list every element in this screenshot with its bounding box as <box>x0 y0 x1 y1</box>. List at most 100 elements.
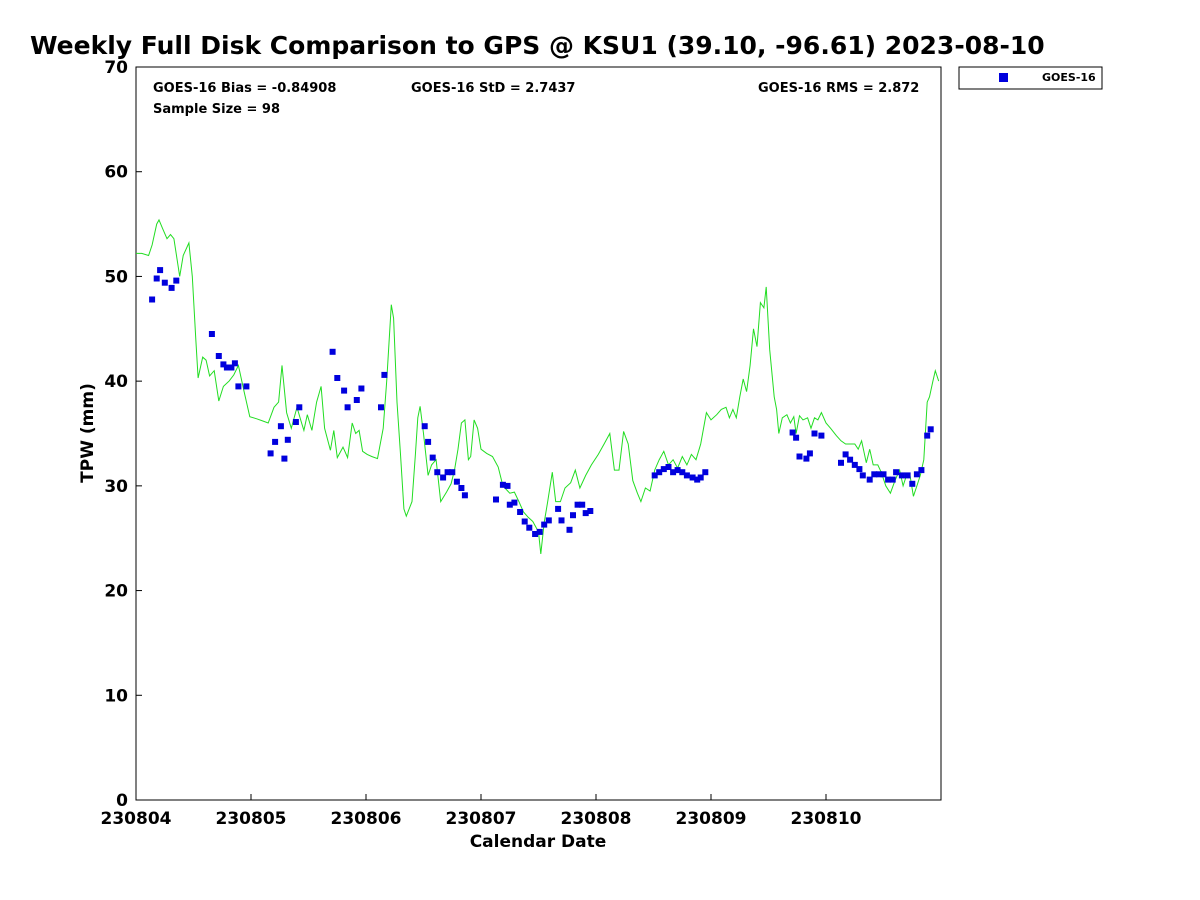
goes-16-point <box>545 517 552 524</box>
goes-16-point <box>329 348 336 355</box>
goes-16-point <box>566 526 573 533</box>
goes-16-point <box>898 472 905 479</box>
goes-16-point <box>504 482 511 489</box>
goes-16-point <box>789 429 796 436</box>
gps-series-line <box>136 218 940 554</box>
goes-16-point <box>555 505 562 512</box>
goes-16-point <box>173 277 180 284</box>
goes-16-point <box>421 423 428 430</box>
x-tick-label: 230810 <box>791 809 862 829</box>
std-stat: GOES-16 StD = 2.7437 <box>411 81 575 96</box>
goes-16-point <box>679 469 686 476</box>
goes-16-point <box>168 284 175 291</box>
goes-16-point <box>909 480 916 487</box>
goes-16-point <box>847 456 854 463</box>
rms-stat: GOES-16 RMS = 2.872 <box>758 81 919 96</box>
goes-16-point <box>665 464 672 470</box>
goes-16-point <box>670 469 677 476</box>
x-tick-label: 230807 <box>446 809 517 829</box>
goes-16-point <box>458 485 465 491</box>
goes-16-point <box>702 469 709 476</box>
goes-16-point <box>358 385 365 392</box>
goes-16-point <box>871 471 878 478</box>
goes-16-point <box>918 467 925 474</box>
goes-16-point <box>277 423 284 430</box>
goes-16-point <box>521 518 528 525</box>
goes-16-point <box>689 474 696 481</box>
goes-16-point <box>875 471 882 478</box>
goes-16-point <box>651 472 658 479</box>
goes-16-point <box>904 472 911 479</box>
goes-16-point <box>353 397 360 403</box>
goes-16-point <box>243 383 250 390</box>
goes-16-point <box>149 296 156 303</box>
x-tick-label: 230806 <box>331 809 402 829</box>
legend-marker-goes-16 <box>999 73 1008 82</box>
goes-16-point <box>927 426 934 433</box>
goes-16-point <box>574 501 581 508</box>
goes-16-point <box>341 387 348 394</box>
goes-16-point <box>582 510 589 517</box>
goes-16-point <box>541 521 548 528</box>
goes-16-point <box>228 364 235 371</box>
goes-16-point <box>803 455 810 462</box>
goes-16-point <box>296 404 303 411</box>
bias-stat: GOES-16 Bias = -0.84908 <box>153 81 336 96</box>
goes-16-point <box>517 509 524 515</box>
goes-16-point <box>660 466 667 473</box>
legend-box <box>958 66 1103 90</box>
goes-16-point <box>526 524 533 531</box>
y-axis-label: TPW (mm) <box>78 383 98 483</box>
x-axis: 230804 230805 230806 230807 230808 230809 2308… <box>101 794 862 829</box>
goes-16-point <box>215 353 222 359</box>
goes-16-point <box>866 476 873 483</box>
goes-16-point <box>536 528 543 535</box>
x-tick-label: 230805 <box>216 809 287 829</box>
sample-size-stat: Sample Size = 98 <box>153 102 280 117</box>
goes-16-point <box>558 517 565 524</box>
goes-16-point <box>153 275 160 282</box>
goes-16-point <box>570 512 576 519</box>
goes-16-point <box>859 472 866 479</box>
y-tick-label: 10 <box>104 686 128 706</box>
goes-16-point <box>434 469 441 476</box>
goes-16-point <box>208 331 215 337</box>
goes-16-point <box>381 371 388 378</box>
goes-16-point <box>818 432 825 439</box>
x-tick-label: 230809 <box>676 809 747 829</box>
y-tick-label: 20 <box>104 582 128 602</box>
chart-title: Weekly Full Disk Comparison to GPS @ KSU… <box>30 31 1045 60</box>
goes-16-point <box>579 501 586 508</box>
goes-16-point <box>220 361 227 368</box>
goes-16-point <box>284 436 291 443</box>
goes-16-point <box>811 430 818 437</box>
goes-16-point <box>889 476 896 483</box>
goes-16-point <box>511 499 518 506</box>
legend: GOES-16 <box>958 66 1103 90</box>
goes-16-point <box>885 476 892 483</box>
legend-label-goes-16: GOES-16 <box>1042 71 1096 84</box>
y-tick-label: 40 <box>104 372 128 392</box>
goes-16-point <box>453 478 460 485</box>
goes-16-point <box>851 461 858 468</box>
goes-16-point <box>587 508 594 514</box>
y-tick-label: 70 <box>104 58 128 78</box>
goes-16-point <box>272 438 279 445</box>
goes-16-point <box>674 467 681 474</box>
goes-16-point <box>344 404 351 411</box>
goes-16-point <box>231 360 238 367</box>
goes-16-point <box>444 469 451 476</box>
goes-16-point <box>267 450 274 457</box>
x-axis-label: Calendar Date <box>470 832 607 852</box>
goes-16-series <box>149 267 934 537</box>
goes-16-point <box>425 438 432 445</box>
goes-16-point <box>223 364 230 371</box>
goes-16-point <box>157 267 164 274</box>
goes-16-point <box>806 450 813 457</box>
plot-frame <box>135 66 942 801</box>
goes-16-point <box>378 404 384 411</box>
goes-16-point <box>838 459 844 466</box>
goes-16-point <box>796 453 803 460</box>
goes-16-point <box>694 476 701 483</box>
